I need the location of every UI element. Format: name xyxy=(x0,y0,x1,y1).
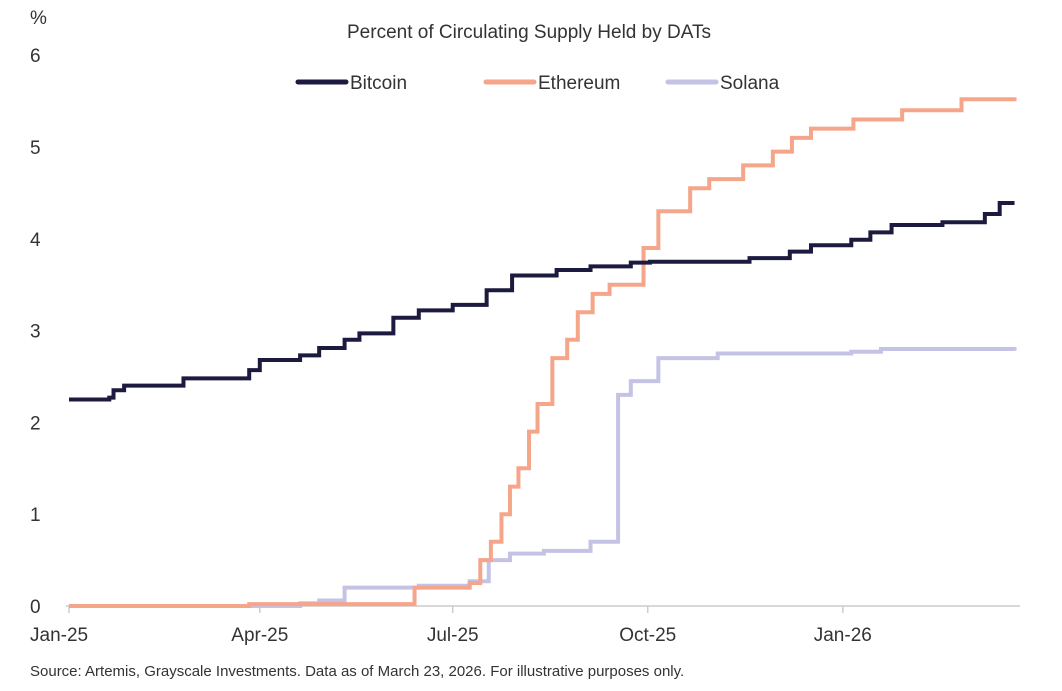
y-tick-label: 5 xyxy=(30,138,41,159)
y-tick-label: 1 xyxy=(30,505,41,526)
y-tick-label: 0 xyxy=(30,597,41,618)
legend-label: Solana xyxy=(720,73,780,94)
x-tick-label: Oct-25 xyxy=(619,625,676,646)
series-lines xyxy=(69,97,1017,608)
x-ticks: Jan-25 Apr-25 Jul-25 Oct-25 Jan-26 xyxy=(30,606,872,646)
legend-label: Bitcoin xyxy=(350,73,407,94)
chart-title: Percent of Circulating Supply Held by DA… xyxy=(347,22,711,43)
y-tick-label: 6 xyxy=(30,46,41,67)
series-line-solana xyxy=(69,346,1017,608)
y-axis-label: % xyxy=(30,8,47,29)
legend-label: Ethereum xyxy=(538,73,620,94)
y-tick-label: 2 xyxy=(30,413,41,434)
y-tick-label: 3 xyxy=(30,322,41,343)
x-tick-label: Jan-26 xyxy=(814,625,872,646)
x-tick-label: Apr-25 xyxy=(231,625,288,646)
y-ticks: 0 1 2 3 4 5 6 xyxy=(30,46,41,618)
x-tick-label: Jul-25 xyxy=(427,625,479,646)
series-line-bitcoin xyxy=(69,200,1015,402)
legend: Bitcoin Ethereum Solana xyxy=(295,73,780,94)
series-line-ethereum xyxy=(69,97,1017,608)
source-note: Source: Artemis, Grayscale Investments. … xyxy=(30,663,684,680)
y-tick-label: 4 xyxy=(30,230,41,251)
x-tick-label: Jan-25 xyxy=(30,625,88,646)
